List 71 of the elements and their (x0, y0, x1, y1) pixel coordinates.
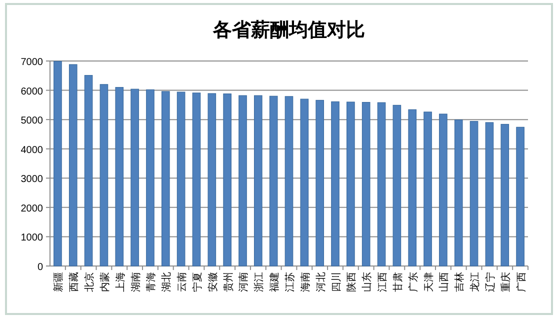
x-tick-label: 广西 (515, 272, 528, 292)
bar (331, 101, 340, 266)
x-tick-label: 江西 (376, 272, 389, 292)
x-tick-label: 龙江 (469, 272, 482, 292)
x-tick-label: 上海 (114, 272, 126, 292)
bar (377, 102, 386, 266)
y-tick-label: 4000 (20, 144, 44, 156)
bar (176, 92, 186, 266)
y-tick-label: 1000 (20, 232, 44, 244)
x-tick-label: 北京 (84, 272, 96, 292)
bar (316, 100, 324, 266)
x-tick-label: 甘肃 (392, 272, 404, 292)
bar (454, 120, 463, 266)
x-tick-label: 湖北 (160, 272, 173, 292)
bar (346, 102, 355, 266)
bar (161, 91, 170, 266)
bar (516, 126, 524, 266)
x-tick-label: 广东 (407, 272, 420, 292)
bar (470, 121, 478, 266)
bar (408, 109, 417, 266)
x-tick-label: 内蒙 (98, 272, 111, 292)
x-tick-label: 陕西 (346, 272, 358, 292)
x-tick-label: 西藏 (68, 272, 80, 292)
bar (146, 89, 154, 266)
y-tick-label: 2000 (20, 203, 44, 214)
bar (115, 87, 124, 266)
x-tick-label: 湖南 (130, 272, 142, 292)
bar (84, 75, 93, 266)
bar (192, 92, 201, 266)
x-tick-label: 新疆 (52, 272, 65, 292)
bar (54, 60, 62, 266)
x-tick-label: 宁夏 (191, 272, 204, 292)
x-tick-label: 河北 (314, 272, 327, 292)
x-tick-label: 四川 (330, 272, 342, 292)
x-tick-label: 山西 (438, 272, 450, 292)
x-tick-label: 青海 (145, 272, 158, 292)
bar (500, 124, 510, 266)
y-tick-label: 6000 (20, 86, 44, 98)
x-tick-label: 辽宁 (484, 272, 496, 292)
x-tick-label: 安徽 (206, 272, 219, 292)
bar (300, 98, 309, 266)
x-tick-label: 海南 (299, 272, 312, 292)
bar (439, 114, 448, 266)
bar (485, 122, 494, 266)
bar (362, 102, 370, 266)
x-tick-label: 福建 (268, 272, 281, 292)
x-tick-label: 云南 (176, 272, 188, 292)
y-tick-label: 5000 (20, 116, 44, 127)
bar (284, 96, 294, 266)
x-tick-label: 吉林 (454, 272, 466, 292)
bar (269, 96, 278, 266)
x-tick-label: 重庆 (500, 272, 512, 292)
bar (223, 94, 232, 266)
bar (208, 93, 216, 266)
y-tick-label: 3000 (20, 174, 44, 186)
bar (392, 104, 402, 266)
bar (130, 88, 139, 266)
x-tick-label: 贵州 (222, 272, 234, 292)
x-tick-label: 山东 (361, 272, 374, 292)
bar (254, 95, 262, 266)
y-tick-label: 7000 (20, 57, 44, 68)
bar (100, 84, 108, 266)
y-tick-label: 0 (37, 262, 44, 273)
chart-title: 各省薪酬均值对比 (212, 19, 365, 41)
x-tick-label: 浙江 (253, 272, 266, 292)
x-tick-label: 江苏 (284, 272, 296, 292)
bar (424, 112, 432, 266)
bar (238, 95, 247, 266)
x-tick-label: 河南 (238, 272, 250, 292)
x-tick-label: 天津 (422, 272, 435, 292)
bar (68, 64, 78, 266)
